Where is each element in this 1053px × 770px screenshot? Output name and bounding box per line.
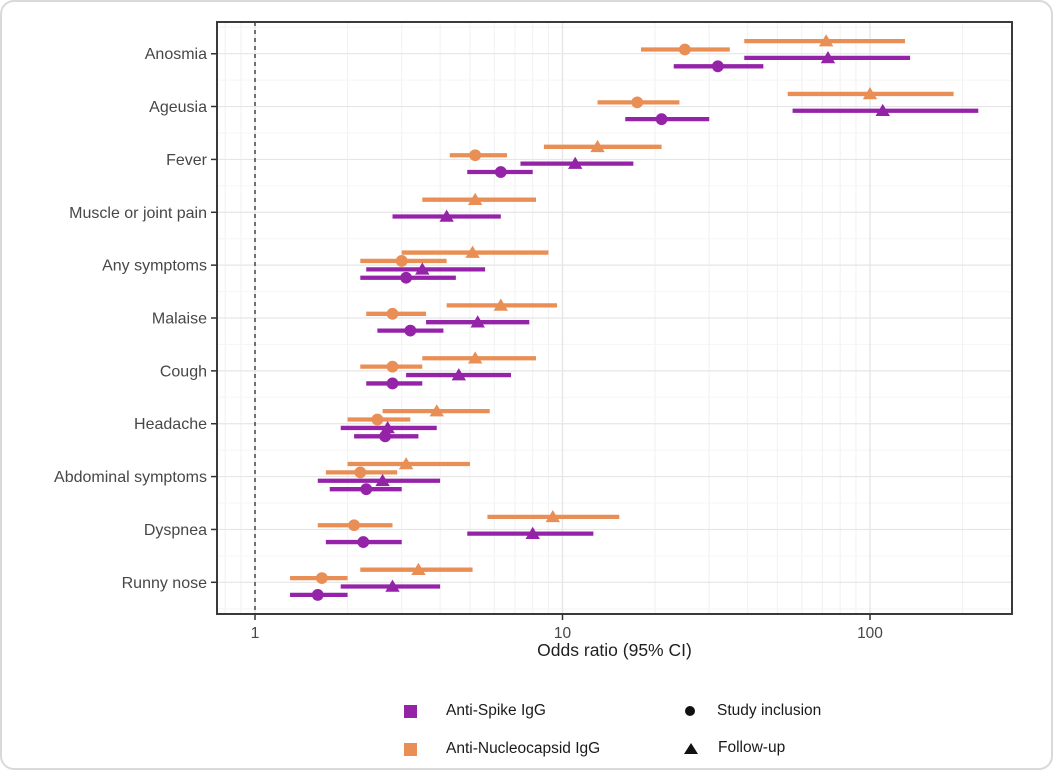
category-label: Cough	[160, 363, 207, 380]
category-label: Headache	[134, 416, 207, 433]
category-label: Ageusia	[149, 99, 207, 116]
point-triangle	[380, 421, 395, 434]
point-circle	[655, 113, 668, 126]
point-circle	[678, 43, 691, 56]
point-circle	[360, 483, 373, 496]
category-label: Malaise	[152, 311, 207, 328]
x-axis-title: Odds ratio (95% CI)	[537, 640, 692, 660]
point-triangle	[385, 579, 400, 592]
x-tick-label: 1	[251, 625, 260, 642]
point-circle	[315, 572, 328, 584]
point-circle	[348, 519, 360, 532]
category-label: Runny nose	[122, 575, 207, 592]
category-label: Any symptoms	[102, 258, 207, 275]
point-circle	[404, 324, 417, 337]
point-triangle	[568, 156, 583, 169]
point-triangle	[439, 209, 454, 222]
point-circle	[371, 413, 384, 426]
point-circle	[494, 166, 507, 178]
point-triangle	[465, 245, 480, 258]
point-circle	[354, 466, 367, 479]
point-triangle	[525, 526, 540, 539]
point-triangle	[398, 457, 414, 470]
point-triangle	[467, 192, 483, 205]
point-circle	[379, 430, 392, 443]
category-label: Fever	[166, 152, 208, 169]
point-circle	[386, 360, 399, 373]
point-triangle	[875, 103, 890, 117]
point-circle	[357, 536, 370, 548]
point-circle	[711, 60, 724, 73]
point-triangle	[470, 315, 485, 328]
point-circle	[400, 271, 412, 284]
point-triangle	[545, 509, 561, 523]
point-triangle	[415, 262, 430, 275]
point-triangle	[451, 368, 466, 381]
point-triangle	[429, 404, 444, 417]
category-label: Abdominal symptoms	[54, 469, 207, 486]
category-label: Muscle or joint pain	[69, 205, 207, 222]
point-circle	[311, 589, 324, 601]
x-tick-label: 100	[857, 625, 883, 642]
category-label: Anosmia	[145, 46, 207, 63]
point-circle	[386, 307, 399, 320]
point-circle	[386, 377, 399, 390]
point-triangle	[820, 51, 836, 64]
point-circle	[631, 96, 644, 109]
point-circle	[395, 255, 408, 267]
point-triangle	[818, 34, 834, 47]
point-circle	[469, 149, 482, 162]
point-triangle	[411, 562, 426, 575]
point-triangle	[590, 139, 605, 153]
category-label: Dyspnea	[144, 522, 207, 539]
point-triangle	[493, 298, 508, 311]
x-tick-label: 10	[554, 625, 572, 642]
point-triangle	[375, 473, 390, 487]
point-triangle	[467, 351, 483, 364]
point-triangle	[862, 87, 878, 100]
